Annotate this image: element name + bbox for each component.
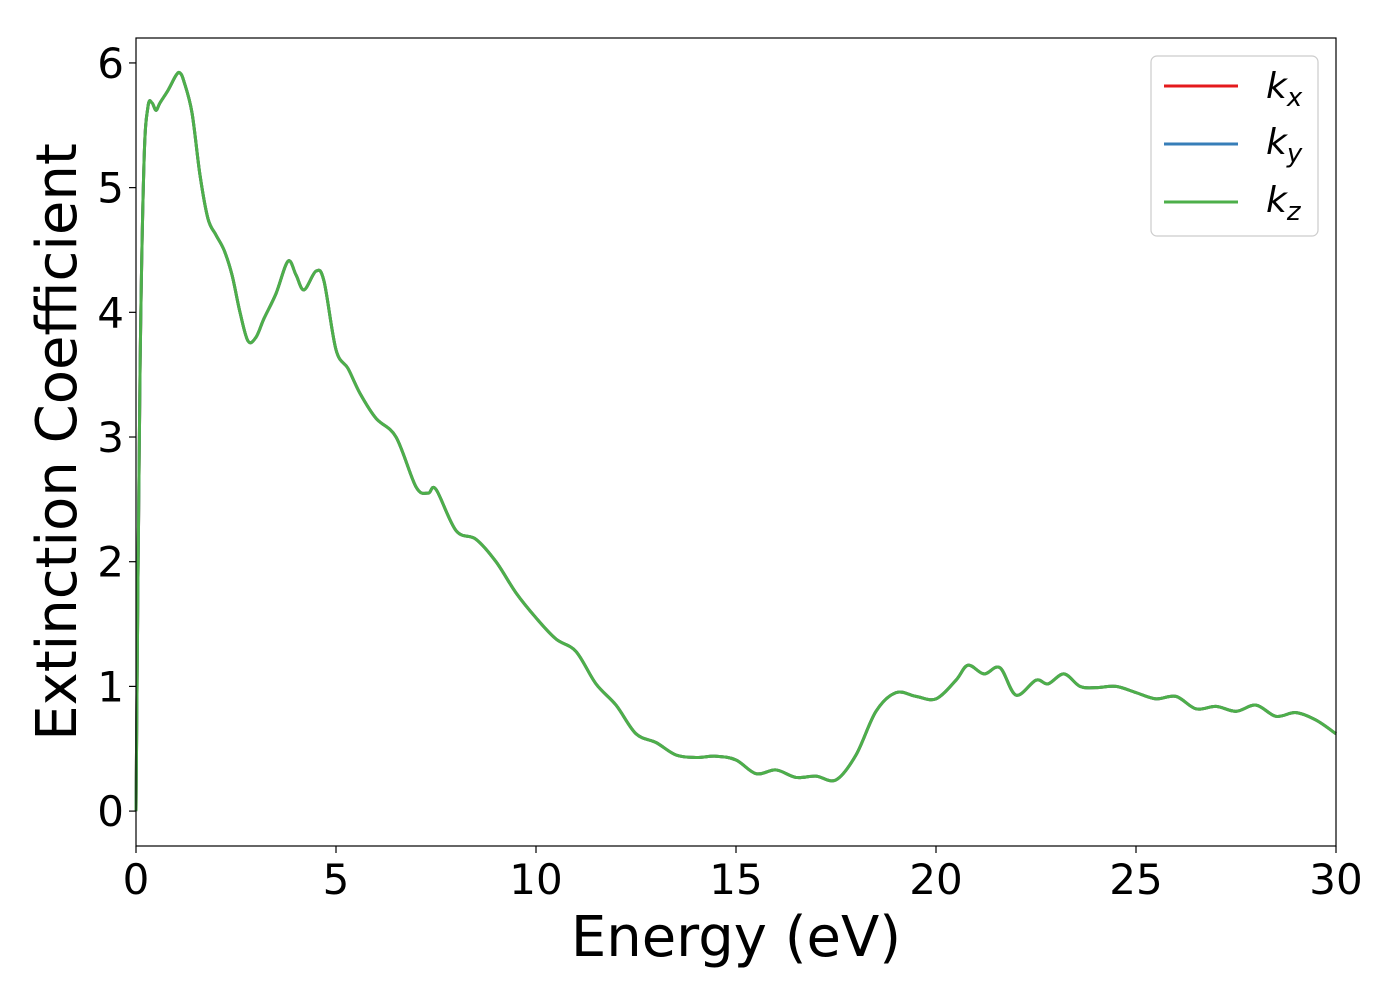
y-tick-label: 3 bbox=[97, 413, 124, 462]
x-tick-label: 5 bbox=[323, 855, 350, 904]
legend-label-kx-base: k bbox=[1266, 66, 1289, 107]
x-axis-ticks: 0 5 10 15 20 25 30 bbox=[123, 846, 1363, 904]
x-tick-label: 0 bbox=[123, 855, 150, 904]
series-line-kz bbox=[134, 70, 1337, 812]
legend-label-kz-base: k bbox=[1266, 180, 1289, 221]
legend: kx ky kz bbox=[1150, 55, 1319, 237]
legend-box bbox=[1150, 55, 1319, 237]
plot-area bbox=[136, 38, 1336, 846]
x-tick-label: 25 bbox=[1109, 855, 1162, 904]
x-tick-label: 15 bbox=[709, 855, 762, 904]
legend-label-kz-subscript: z bbox=[1286, 197, 1302, 227]
series-layer bbox=[134, 70, 1337, 812]
legend-label-kx-subscript: x bbox=[1286, 83, 1303, 113]
y-tick-label: 2 bbox=[97, 538, 124, 587]
x-tick-label: 10 bbox=[509, 855, 562, 904]
x-axis-label: Energy (eV) bbox=[571, 905, 901, 970]
y-tick-label: 5 bbox=[97, 164, 124, 213]
legend-label-ky-subscript: y bbox=[1286, 139, 1303, 169]
legend-label-ky-base: k bbox=[1266, 122, 1289, 163]
y-tick-label: 4 bbox=[97, 288, 124, 337]
y-axis-label: Extinction Coefficient bbox=[25, 143, 90, 741]
y-tick-label: 1 bbox=[97, 662, 124, 711]
legend-label-kx: kx bbox=[1266, 66, 1303, 113]
y-tick-label: 6 bbox=[97, 39, 124, 88]
x-tick-label: 20 bbox=[909, 855, 962, 904]
x-tick-label: 30 bbox=[1309, 855, 1362, 904]
legend-label-kz: kz bbox=[1266, 180, 1302, 227]
legend-label-ky: ky bbox=[1266, 122, 1303, 169]
y-tick-label: 0 bbox=[97, 787, 124, 836]
y-axis-ticks: 0 1 2 3 4 5 6 bbox=[97, 39, 136, 836]
